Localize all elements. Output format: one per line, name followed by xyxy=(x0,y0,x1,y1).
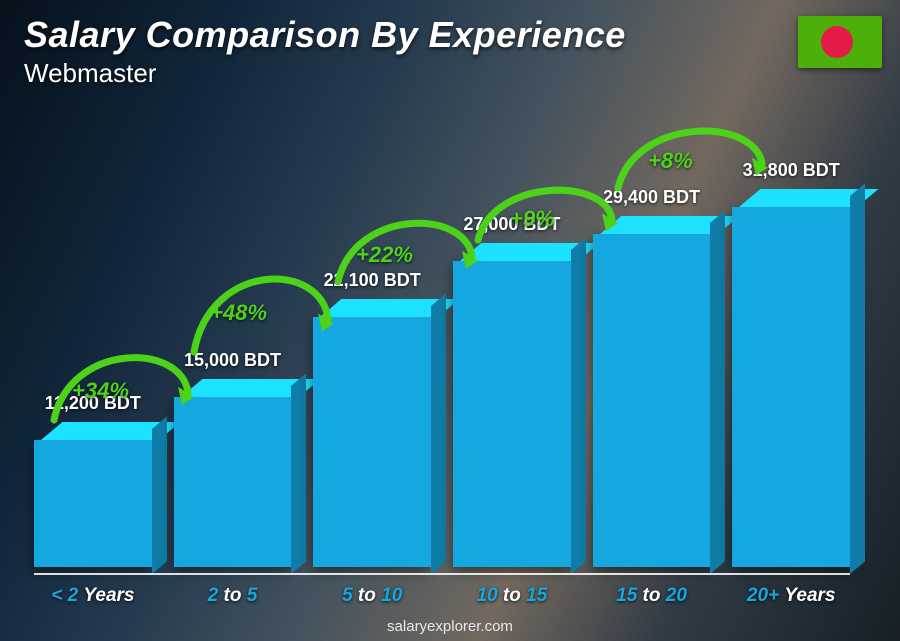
bar-front-face xyxy=(34,440,152,567)
bar-column: 22,100 BDT xyxy=(313,270,431,567)
bar-value-label: 31,800 BDT xyxy=(743,160,840,181)
bar xyxy=(593,216,711,567)
bar-value-label: 27,000 BDT xyxy=(463,214,560,235)
bar-side-face xyxy=(571,237,586,574)
flag-disc-icon xyxy=(821,26,853,58)
x-tick-label: 10 to 15 xyxy=(453,585,571,607)
bar-side-face xyxy=(291,373,306,574)
bar xyxy=(34,422,152,567)
x-tick-label: < 2 Years xyxy=(34,585,152,607)
x-tick-label: 5 to 10 xyxy=(313,585,431,607)
footer-credit: salaryexplorer.com xyxy=(0,618,900,635)
bar-value-label: 29,400 BDT xyxy=(603,187,700,208)
x-tick-label: 20+ Years xyxy=(732,585,850,607)
header: Salary Comparison By Experience Webmaste… xyxy=(24,14,790,89)
x-tick-label: 15 to 20 xyxy=(593,585,711,607)
bar xyxy=(732,189,850,567)
bar-value-label: 22,100 BDT xyxy=(324,270,421,291)
x-axis: < 2 Years 2 to 5 5 to 10 10 to 15 15 to 20 20… xyxy=(34,573,850,607)
bar-chart: 11,200 BDT 15,000 BDT 22,100 BDT 27,000 BDT… xyxy=(34,110,850,567)
bar-column: 29,400 BDT xyxy=(593,187,711,567)
bar-front-face xyxy=(174,397,292,567)
bar-front-face xyxy=(313,317,431,567)
bar-column: 15,000 BDT xyxy=(174,350,292,567)
page-subtitle: Webmaster xyxy=(24,58,790,89)
bar xyxy=(313,299,431,567)
bar-column: 31,800 BDT xyxy=(732,160,850,567)
bar-side-face xyxy=(152,416,167,574)
bar-side-face xyxy=(710,210,725,574)
x-tick-label: 2 to 5 xyxy=(174,585,292,607)
bar-column: 11,200 BDT xyxy=(34,393,152,567)
bar-column: 27,000 BDT xyxy=(453,214,571,567)
bar xyxy=(453,243,571,567)
bar-front-face xyxy=(453,261,571,567)
bar-front-face xyxy=(593,234,711,567)
bar-front-face xyxy=(732,207,850,567)
bar-value-label: 11,200 BDT xyxy=(45,393,141,414)
bar-side-face xyxy=(850,183,865,574)
bar xyxy=(174,379,292,567)
page-title: Salary Comparison By Experience xyxy=(24,14,790,56)
bar-side-face xyxy=(431,293,446,574)
bar-value-label: 15,000 BDT xyxy=(184,350,281,371)
country-flag xyxy=(798,16,882,68)
